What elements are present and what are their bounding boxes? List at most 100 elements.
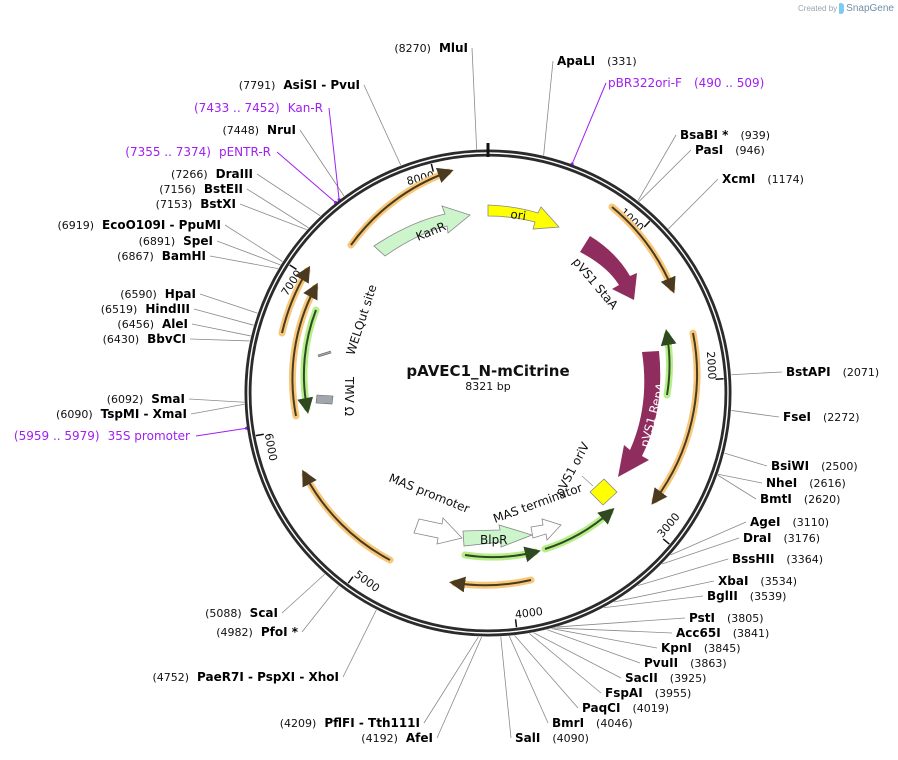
site-name: SpeI — [183, 234, 213, 248]
restriction-site[interactable]: NheI (2616) — [766, 476, 846, 490]
restriction-site[interactable]: AleI (6456) — [117, 317, 188, 331]
restriction-site[interactable]: BstAPI (2071) — [786, 365, 879, 379]
restriction-site[interactable]: MluI (8270) — [394, 41, 468, 55]
site-position: (4209) — [280, 717, 317, 730]
site-name: HpaI — [165, 287, 196, 301]
restriction-site[interactable]: BmrI (4046) — [552, 716, 633, 730]
restriction-site[interactable]: KpnI (3845) — [661, 641, 740, 655]
site-name: BsiWI — [771, 459, 809, 473]
restriction-site[interactable]: BstXI (7153) — [156, 197, 236, 211]
site-leader-line — [188, 398, 245, 403]
site-leader-line — [246, 188, 309, 229]
primer-name: Kan-R — [288, 101, 323, 115]
restriction-site[interactable]: PasI (946) — [695, 143, 765, 157]
restriction-site[interactable]: SalI (4090) — [515, 731, 589, 745]
site-name: AfeI — [406, 731, 433, 745]
site-leader-line — [724, 452, 768, 467]
site-name: MluI — [439, 41, 468, 55]
tick-label: 4000 — [514, 605, 543, 621]
site-position: (3845) — [704, 642, 741, 655]
feature-kanr[interactable]: KanR — [373, 205, 471, 257]
restriction-site[interactable]: EcoO109I - PpuMI (6919) — [57, 218, 221, 232]
restriction-site[interactable]: BsaBI * (939) — [680, 128, 770, 142]
site-position: (2616) — [809, 477, 846, 490]
site-name: PvuII — [644, 656, 678, 670]
site-name: EcoO109I - PpuMI — [102, 218, 221, 232]
site-position: (7153) — [156, 198, 193, 211]
site-position: (7448) — [222, 124, 259, 137]
primer-label[interactable]: pENTR-R (7355 .. 7374) — [125, 145, 271, 159]
restriction-site[interactable]: Acc65I (3841) — [676, 626, 769, 640]
feature-label-ori: ori — [510, 207, 527, 223]
restriction-site[interactable]: XbaI (3534) — [718, 574, 797, 588]
site-position: (3841) — [733, 627, 770, 640]
restriction-site[interactable]: PflFI - Tth111I (4209) — [280, 716, 420, 730]
site-leader-line — [299, 129, 345, 197]
restriction-site[interactable]: SpeI (6891) — [139, 234, 213, 248]
feature-pvs1-staa[interactable]: pVS1 StaA — [570, 236, 637, 313]
site-name: PstI — [689, 611, 715, 625]
feature-blpr[interactable]: BlpR — [462, 524, 534, 548]
site-position: (939) — [740, 129, 770, 142]
restriction-site[interactable]: BmtI (2620) — [760, 492, 840, 506]
site-name: SalI — [515, 731, 540, 745]
site-leader-line — [553, 627, 673, 634]
restriction-site[interactable]: BglII (3539) — [707, 589, 786, 603]
restriction-site[interactable]: HpaI (6590) — [120, 287, 196, 301]
restriction-site[interactable]: PaqCI (4019) — [582, 701, 669, 715]
restriction-site[interactable]: PfoI * (4982) — [216, 625, 298, 639]
site-name: DraIII — [216, 167, 253, 181]
restriction-site[interactable]: BbvCI (6430) — [103, 332, 186, 346]
site-name: BbvCI — [147, 332, 186, 346]
restriction-site[interactable]: ApaLI (331) — [557, 54, 637, 68]
restriction-site[interactable]: AfeI (4192) — [361, 731, 433, 745]
site-leader-line — [500, 636, 512, 739]
site-position: (2620) — [804, 493, 841, 506]
site-name: BglII — [707, 589, 738, 603]
restriction-site[interactable]: SmaI (6092) — [107, 392, 185, 406]
site-position: (4090) — [552, 732, 589, 745]
site-leader-line — [637, 558, 729, 586]
feature-tmv-omega[interactable]: TMV Ω — [315, 376, 356, 416]
restriction-site[interactable]: BamHI (6867) — [117, 249, 206, 263]
site-name: PaqCI — [582, 701, 620, 715]
credit-prefix: Created by — [798, 4, 838, 13]
feature-ori[interactable]: ori — [487, 204, 560, 230]
site-name: BsaBI * — [680, 128, 729, 142]
restriction-site[interactable]: SacII (3925) — [625, 671, 706, 685]
restriction-site[interactable]: TspMI - XmaI (6090) — [56, 407, 187, 421]
restriction-site[interactable]: HindIII (6519) — [101, 302, 190, 316]
site-position: (3110) — [792, 516, 829, 529]
restriction-site[interactable]: DraI (3176) — [743, 531, 820, 545]
primer-label[interactable]: pBR322ori-F (490 .. 509) — [608, 76, 764, 90]
restriction-site[interactable]: AsiSI - PvuI (7791) — [239, 78, 360, 92]
site-position: (8270) — [394, 42, 431, 55]
restriction-site[interactable]: PvuII (3863) — [644, 656, 727, 670]
restriction-site[interactable]: DraIII (7266) — [171, 167, 253, 181]
restriction-site[interactable]: BstEII (7156) — [159, 182, 243, 196]
feature-welqut-site[interactable]: WELQut site — [317, 283, 380, 358]
restriction-site[interactable]: BsiWI (2500) — [771, 459, 858, 473]
site-leader-line — [613, 580, 715, 603]
site-position: (3955) — [655, 687, 692, 700]
site-position: (3176) — [783, 532, 820, 545]
restriction-site[interactable]: AgeI (3110) — [750, 515, 829, 529]
site-name: BmrI — [552, 716, 584, 730]
restriction-site[interactable]: ScaI (5088) — [205, 606, 278, 620]
restriction-site[interactable]: PaeR7I - PspXI - XhoI (4752) — [152, 670, 339, 684]
site-name: BstAPI — [786, 365, 831, 379]
primer-label[interactable]: 35S promoter (5959 .. 5979) — [14, 429, 190, 443]
restriction-site[interactable]: PstI (3805) — [689, 611, 764, 625]
restriction-site[interactable]: BssHII (3364) — [732, 552, 823, 566]
restriction-site[interactable]: FseI (2272) — [783, 410, 860, 424]
site-leader-line — [190, 403, 245, 415]
restriction-site[interactable]: XcmI (1174) — [722, 172, 804, 186]
feature-mas-promoter[interactable]: MAS promoter — [387, 471, 472, 545]
restriction-site[interactable]: NruI (7448) — [222, 123, 296, 137]
site-position: (2500) — [821, 460, 858, 473]
primer-leader-line — [195, 427, 247, 437]
restriction-site[interactable]: FspAI (3955) — [605, 686, 691, 700]
primer-label[interactable]: Kan-R (7433 .. 7452) — [194, 101, 323, 115]
feature-pvs1-repa[interactable]: pVS1 RepA — [618, 351, 668, 477]
